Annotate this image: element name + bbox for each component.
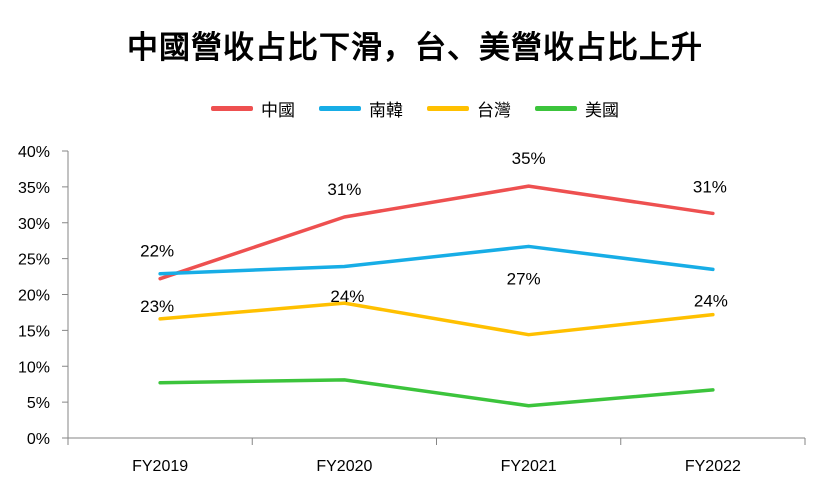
data-label: 35% (512, 149, 546, 168)
legend-item-korea: 南韓 (319, 96, 403, 121)
y-tick-label: 10% (18, 359, 50, 376)
y-tick-label: 15% (18, 323, 50, 340)
y-tick-label: 35% (18, 180, 50, 197)
series-line-0 (158, 184, 715, 281)
y-tick-label: 25% (18, 252, 50, 269)
y-tick-label: 0% (27, 431, 50, 448)
x-tick-label: FY2022 (685, 458, 741, 475)
x-tick-label: FY2019 (132, 458, 188, 475)
series-line-2 (158, 301, 715, 337)
data-label: 24% (694, 292, 728, 311)
series-line-1 (158, 244, 715, 276)
x-tick-label: FY2020 (316, 458, 372, 475)
legend-label-china: 中國 (261, 101, 295, 121)
data-label: 22% (140, 242, 174, 261)
legend-item-china: 中國 (211, 96, 295, 121)
legend-swatch-usa (535, 106, 577, 111)
data-label: 24% (330, 287, 364, 306)
y-tick-label: 30% (18, 216, 50, 233)
chart-title: 中國營收占比下滑，台、美營收占比上升 (127, 30, 703, 66)
legend-label-taiwan: 台灣 (477, 101, 511, 121)
y-tick-label: 20% (18, 288, 50, 305)
x-tick-label: FY2021 (501, 458, 557, 475)
legend-swatch-china (211, 106, 253, 111)
legend-swatch-taiwan (427, 106, 469, 111)
legend-label-korea: 南韓 (369, 101, 403, 121)
legend-label-usa: 美國 (585, 101, 619, 121)
legend-item-usa: 美國 (535, 96, 619, 121)
series-line-3 (158, 378, 715, 408)
data-label: 23% (140, 297, 174, 316)
legend: 中國 南韓 台灣 美國 (0, 96, 830, 121)
data-label: 31% (327, 180, 361, 199)
data-label: 31% (693, 177, 727, 196)
legend-item-taiwan: 台灣 (427, 96, 511, 121)
data-label: 27% (507, 269, 541, 288)
y-tick-label: 5% (27, 395, 50, 412)
y-tick-label: 40% (18, 144, 50, 161)
legend-swatch-korea (319, 106, 361, 111)
